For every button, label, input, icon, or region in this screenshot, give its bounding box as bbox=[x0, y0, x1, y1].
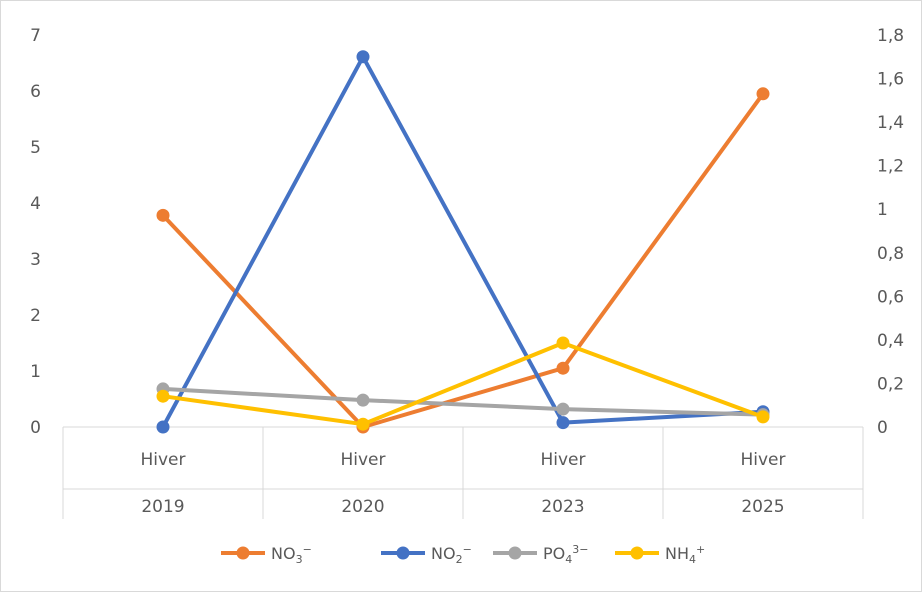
left-axis-tick-label: 1 bbox=[30, 362, 41, 382]
right-axis-tick-label: 0,8 bbox=[877, 244, 904, 264]
right-axis-tick-label: 1,2 bbox=[877, 157, 904, 177]
category-label-season: Hiver bbox=[140, 450, 185, 470]
left-axis-tick-label: 4 bbox=[30, 194, 41, 214]
right-axis-tick-label: 0 bbox=[877, 418, 888, 438]
legend-label-subscript: 2 bbox=[456, 553, 463, 566]
data-point bbox=[756, 87, 770, 101]
legend-label-base: NH bbox=[665, 544, 689, 563]
left-axis-tick-label: 2 bbox=[30, 306, 41, 326]
data-point bbox=[156, 389, 170, 403]
left-axis-tick-label: 5 bbox=[30, 138, 41, 158]
legend-label-subscript: 3 bbox=[296, 553, 303, 566]
series-line bbox=[161, 54, 765, 429]
right-axis-tick-label: 0,6 bbox=[877, 287, 904, 307]
data-point bbox=[356, 50, 370, 64]
legend-label: NO3− bbox=[271, 543, 312, 566]
data-point bbox=[156, 208, 170, 222]
legend-label-base: NO bbox=[431, 544, 456, 563]
left-axis-tick-label: 6 bbox=[30, 82, 41, 102]
right-axis-tick-label: 1,4 bbox=[877, 113, 904, 133]
legend-label: NO2− bbox=[431, 543, 472, 566]
right-axis-tick-label: 1 bbox=[877, 200, 888, 220]
category-label-season: Hiver bbox=[540, 450, 585, 470]
left-axis-tick-label: 0 bbox=[30, 418, 41, 438]
category-label-season: Hiver bbox=[740, 450, 785, 470]
legend-label-superscript: − bbox=[303, 543, 312, 556]
data-point bbox=[356, 417, 370, 431]
series-1 bbox=[156, 50, 770, 434]
legend-label-superscript: − bbox=[463, 543, 472, 556]
data-point bbox=[156, 420, 170, 434]
category-label-year: 2025 bbox=[741, 497, 784, 517]
data-point bbox=[756, 410, 770, 424]
legend-label-base: NO bbox=[271, 544, 296, 563]
data-point bbox=[556, 336, 570, 350]
data-point bbox=[556, 402, 570, 416]
right-axis-tick-label: 1,6 bbox=[877, 70, 904, 90]
right-axis-tick-label: 1,8 bbox=[877, 26, 904, 46]
right-axis-tick-label: 0,4 bbox=[877, 331, 904, 351]
legend-label-subscript: 4 bbox=[689, 553, 696, 566]
series-line bbox=[161, 386, 765, 417]
category-label-year: 2019 bbox=[141, 497, 184, 517]
right-axis-tick-label: 0,2 bbox=[877, 374, 904, 394]
legend-label-subscript: 4 bbox=[565, 553, 572, 566]
series-3 bbox=[156, 336, 770, 431]
legend-label: PO43− bbox=[543, 543, 588, 566]
series-line bbox=[161, 91, 765, 429]
data-point bbox=[556, 416, 570, 430]
left-axis-tick-label: 7 bbox=[30, 26, 41, 46]
series-line bbox=[161, 341, 765, 427]
legend-marker bbox=[508, 546, 522, 560]
legend-label-base: PO bbox=[543, 544, 565, 563]
category-label-year: 2020 bbox=[341, 497, 384, 517]
left-axis-tick-label: 3 bbox=[30, 250, 41, 270]
legend-marker bbox=[396, 546, 410, 560]
legend-label: NH4+ bbox=[665, 543, 705, 566]
legend-marker bbox=[236, 546, 250, 560]
data-point bbox=[556, 361, 570, 375]
category-label-year: 2023 bbox=[541, 497, 584, 517]
data-point bbox=[356, 393, 370, 407]
legend-label-superscript: 3− bbox=[572, 543, 588, 556]
legend-label-superscript: + bbox=[696, 543, 705, 556]
legend-marker bbox=[630, 546, 644, 560]
category-label-season: Hiver bbox=[340, 450, 385, 470]
